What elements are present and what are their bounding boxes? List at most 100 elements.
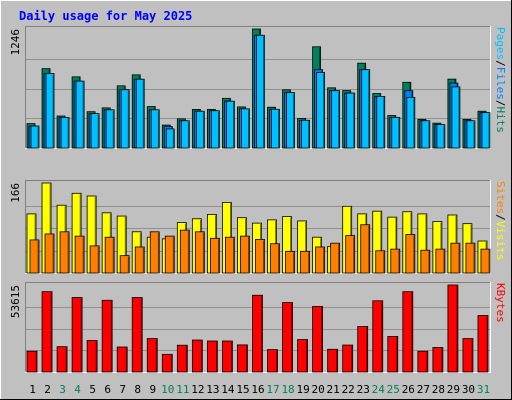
bar-kbytes-fill — [116, 346, 128, 373]
chart-title: Daily usage for May 2025 — [19, 9, 192, 23]
x-tick-label: 3 — [59, 383, 66, 396]
bar-kbytes-fill — [432, 347, 444, 373]
bar-pages-fill — [45, 73, 55, 149]
bar-sites — [209, 237, 220, 274]
bar-pages — [195, 110, 205, 149]
bar-kbytes-fill — [86, 340, 98, 373]
bar-sites — [270, 243, 280, 274]
bar-pages — [60, 117, 70, 149]
x-tick-label: 31 — [477, 383, 490, 396]
bar-kbytes — [252, 294, 263, 373]
bar-pages — [135, 78, 145, 149]
bar-sites-fill — [330, 242, 341, 274]
legend: Pages/Files/Hits — [494, 27, 507, 133]
bar-sites-fill — [209, 237, 220, 274]
x-tick-label: 5 — [89, 383, 96, 396]
bar-sites — [480, 248, 491, 274]
bar-pages — [376, 96, 386, 149]
bar-kbytes-fill — [222, 340, 233, 373]
bar-kbytes — [161, 353, 173, 373]
x-tick-label: 11 — [176, 383, 189, 396]
x-tick-label: 28 — [432, 383, 445, 396]
bar-sites — [285, 250, 295, 274]
bar-kbytes-fill — [447, 284, 459, 373]
bar-sites-fill — [375, 250, 386, 274]
bar-sites — [255, 238, 265, 274]
bar-sites-fill — [345, 235, 356, 274]
bar-sites — [74, 235, 85, 274]
bar-pages — [210, 110, 220, 149]
bar-pages-fill — [406, 96, 416, 149]
bar-sites-fill — [435, 248, 446, 274]
bar-kbytes — [86, 340, 98, 373]
x-tick-label: 30 — [462, 383, 475, 396]
bar-kbytes-fill — [206, 340, 218, 373]
bar-pages-fill — [361, 69, 371, 149]
legend-entry-hits: Hits — [494, 107, 507, 134]
bar-sites-fill — [119, 255, 130, 274]
x-tick-label: 18 — [281, 383, 294, 396]
legend-entry-kbytes: KBytes — [494, 283, 507, 323]
bar-pages — [271, 108, 280, 149]
legend-separator: / — [494, 100, 507, 107]
bar-pages — [180, 120, 190, 149]
bar-sites-fill — [450, 242, 461, 274]
bar-sites — [330, 242, 341, 274]
bar-sites-fill — [89, 245, 100, 274]
bar-pages-fill — [436, 124, 446, 149]
bar-pages-fill — [150, 109, 160, 149]
bar-kbytes-fill — [342, 344, 354, 373]
bar-pages-fill — [241, 108, 250, 149]
bar-pages-fill — [421, 120, 431, 149]
x-tick-label: 22 — [342, 383, 355, 396]
bar-sites-fill — [405, 234, 416, 274]
bar-sites-fill — [194, 231, 205, 274]
x-tick-label: 13 — [206, 383, 219, 396]
bar-kbytes-fill — [161, 353, 173, 373]
bar-pages-fill — [331, 90, 341, 149]
bar-kbytes — [131, 297, 143, 373]
bar-pages-fill — [90, 113, 100, 149]
bar-pages — [120, 89, 130, 149]
bar-kbytes — [71, 297, 83, 373]
bar-sites — [134, 246, 145, 274]
bar-pages-fill — [316, 72, 326, 149]
bar-pages-fill — [466, 120, 476, 149]
bar-sites-fill — [104, 236, 115, 274]
x-tick-label: 16 — [251, 383, 264, 396]
bar-kbytes-fill — [417, 350, 429, 373]
x-tick-label: 1 — [29, 383, 36, 396]
bar-sites — [164, 235, 175, 274]
bar-sites-fill — [480, 248, 491, 274]
bar-kbytes — [327, 348, 339, 373]
bar-kbytes — [41, 291, 53, 373]
bar-pages-fill — [105, 109, 115, 149]
x-tick-label: 19 — [296, 383, 309, 396]
bar-pages-fill — [226, 100, 235, 149]
bar-pages — [45, 73, 55, 149]
legend-entry-files: Files — [494, 67, 507, 100]
bar-kbytes-fill — [357, 326, 369, 373]
legend-entry-sites: Sites — [494, 181, 507, 214]
bar-sites-fill — [255, 238, 265, 274]
bar-kbytes — [477, 315, 489, 373]
bar-sites-fill — [360, 224, 371, 274]
x-tick-label: 6 — [104, 383, 111, 396]
bar-pages-fill — [391, 117, 401, 149]
bar-kbytes — [432, 347, 444, 373]
bar-pages — [466, 120, 476, 149]
bar-sites — [194, 231, 205, 274]
bar-kbytes-fill — [146, 338, 158, 373]
bar-kbytes — [237, 344, 248, 373]
bar-sites-fill — [285, 250, 295, 274]
bar-kbytes — [101, 299, 113, 373]
x-tick-label: 15 — [236, 383, 249, 396]
legend-separator: / — [494, 60, 507, 67]
bar-pages — [451, 86, 461, 149]
bar-kbytes — [402, 291, 414, 373]
bar-sites-fill — [149, 231, 160, 274]
bar-sites-fill — [44, 233, 55, 274]
x-tick-label: 21 — [327, 383, 340, 396]
legend: KBytes — [494, 283, 507, 323]
